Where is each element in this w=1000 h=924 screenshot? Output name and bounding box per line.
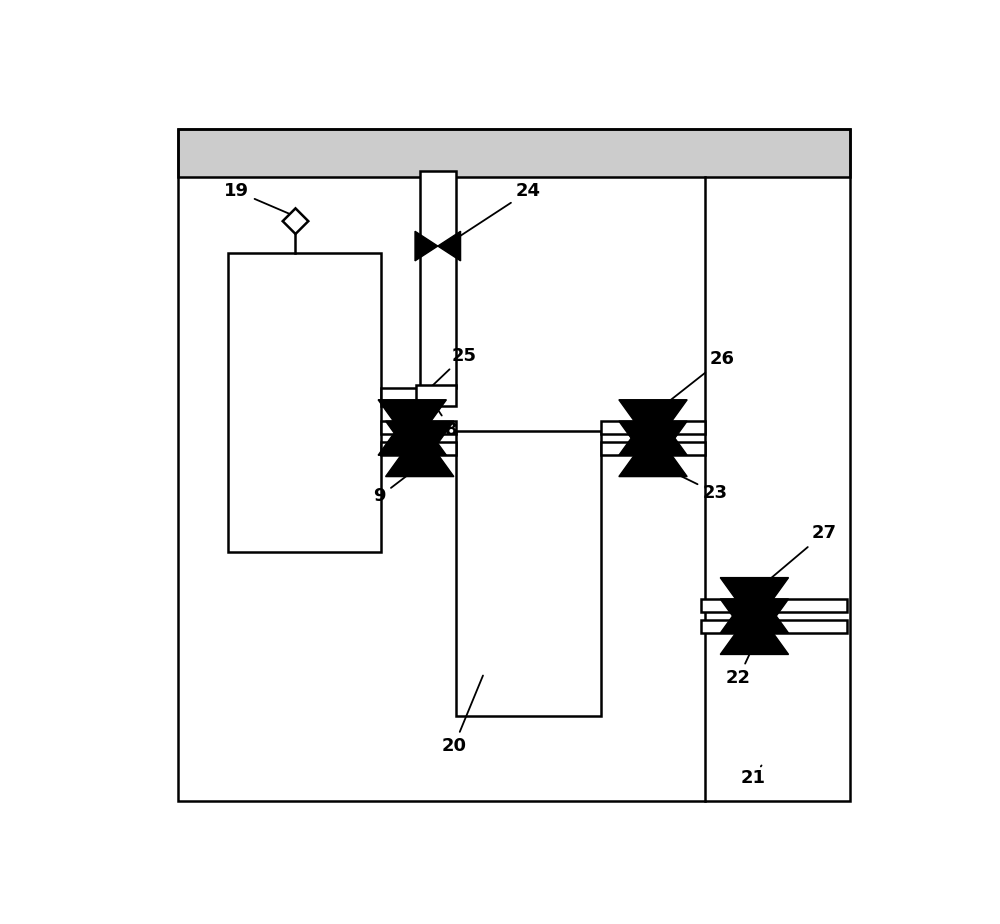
Bar: [601, 443, 705, 456]
Text: 20: 20: [441, 675, 483, 755]
Text: 24: 24: [458, 182, 541, 237]
Polygon shape: [386, 421, 454, 443]
Bar: [381, 421, 456, 434]
Text: 22: 22: [726, 646, 753, 687]
Polygon shape: [619, 456, 687, 477]
Text: 8: 8: [432, 401, 458, 439]
Polygon shape: [438, 231, 461, 261]
Text: 19: 19: [224, 182, 289, 213]
Bar: [701, 620, 847, 633]
Polygon shape: [415, 231, 438, 261]
Bar: [416, 384, 456, 407]
Bar: [456, 431, 601, 716]
Bar: [701, 599, 847, 612]
Text: 26: 26: [662, 350, 735, 407]
Text: 25: 25: [411, 346, 476, 407]
Polygon shape: [619, 434, 687, 456]
Bar: [601, 421, 705, 434]
Text: 21: 21: [740, 765, 765, 787]
Polygon shape: [619, 421, 687, 443]
Polygon shape: [720, 612, 789, 633]
Bar: [381, 443, 456, 456]
Text: 27: 27: [764, 525, 836, 584]
Text: 23: 23: [663, 468, 728, 502]
Polygon shape: [720, 633, 789, 654]
Bar: [178, 128, 850, 177]
Bar: [420, 171, 456, 388]
Bar: [381, 388, 420, 407]
Polygon shape: [619, 400, 687, 421]
Polygon shape: [283, 208, 308, 234]
Polygon shape: [720, 578, 789, 599]
Bar: [228, 253, 381, 552]
Text: 9: 9: [373, 468, 418, 505]
Polygon shape: [378, 434, 446, 456]
Polygon shape: [386, 456, 454, 477]
Polygon shape: [378, 400, 446, 421]
Polygon shape: [720, 599, 789, 620]
